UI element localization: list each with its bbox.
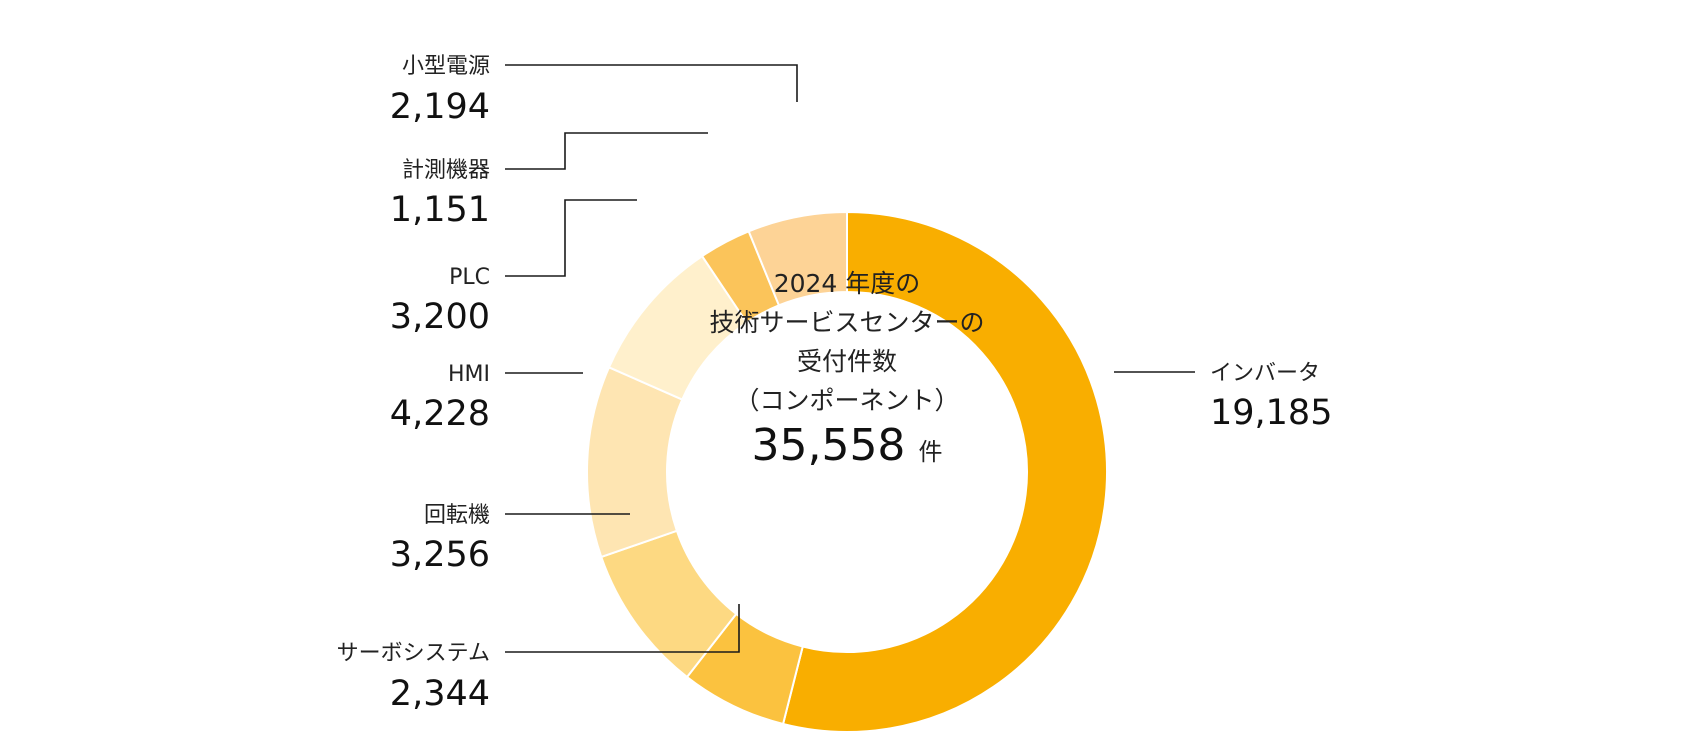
leader-lines — [505, 64, 1195, 653]
value-label-hmi: 4,228 — [390, 394, 490, 434]
center-line-2: 技術サービスセンターの — [709, 308, 984, 337]
leader-line-plc — [505, 199, 637, 277]
category-label-plc: PLC — [449, 265, 490, 290]
leader-line-measuring-instrument — [505, 132, 708, 170]
category-label-servo-system: サーボシステム — [337, 641, 490, 666]
center-unit: 件 — [919, 438, 943, 466]
center-total: 35,558 — [751, 420, 905, 471]
center-line-1: 2024 年度の — [774, 269, 921, 298]
value-label-inverter: 19,185 — [1210, 393, 1332, 433]
category-label-measuring-instrument: 計測機器 — [402, 158, 490, 183]
value-label-small-power-supply: 2,194 — [390, 87, 490, 127]
leader-line-servo-system — [505, 604, 740, 653]
slice-inverter — [781, 210, 1108, 733]
center-line-4: （コンポーネント） — [734, 386, 959, 415]
leader-line-small-power-supply — [505, 64, 798, 102]
value-label-plc: 3,200 — [390, 297, 490, 337]
slice-labels: インバータ 19,185 サーボシステム 2,344 回転機 3,256 HMI 4,228 P… — [337, 54, 1333, 714]
center-line-3: 受付件数 — [797, 347, 897, 376]
category-label-rotating-machine: 回転機 — [424, 503, 490, 528]
slice-hmi — [586, 366, 684, 559]
slices-layer — [586, 210, 1108, 733]
value-label-measuring-instrument: 1,151 — [390, 190, 490, 230]
category-label-hmi: HMI — [448, 362, 490, 387]
category-label-inverter: インバータ — [1210, 361, 1320, 386]
value-label-rotating-machine: 3,256 — [390, 535, 490, 575]
center-label: 2024 年度の 技術サービスセンターの 受付件数 （コンポーネント） 35,5… — [709, 269, 984, 471]
category-label-small-power-supply: 小型電源 — [402, 54, 490, 79]
slice-small-power-supply — [747, 210, 848, 307]
value-label-servo-system: 2,344 — [390, 674, 490, 714]
center-total-group: 35,558 件 — [751, 420, 942, 471]
